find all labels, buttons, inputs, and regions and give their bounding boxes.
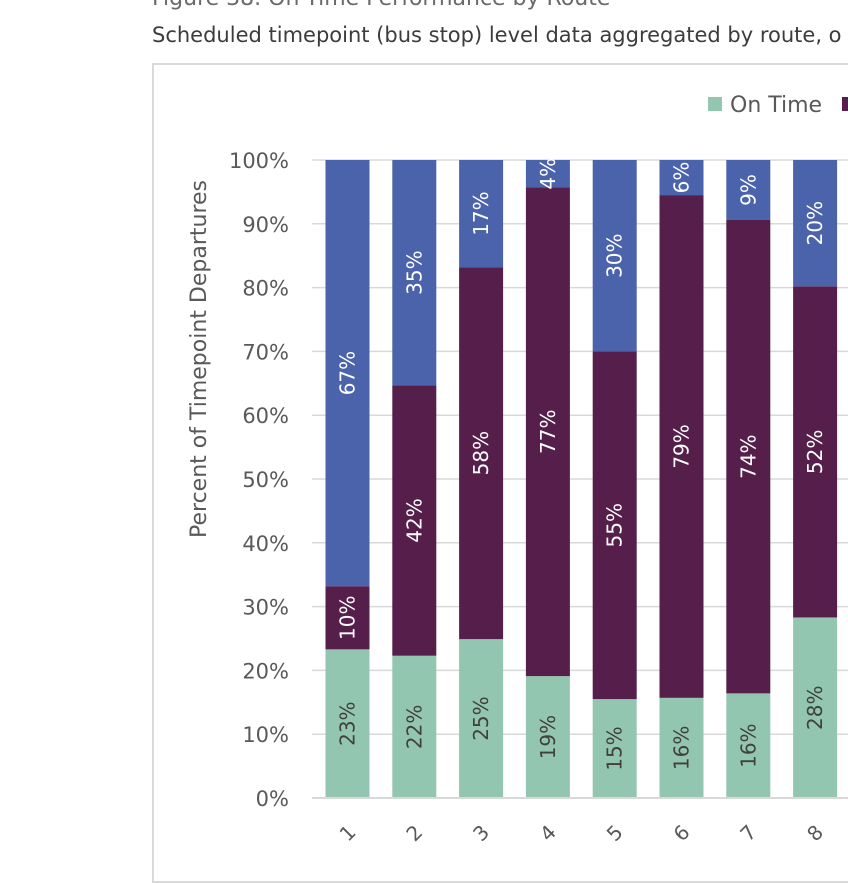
data-label: 4% [536, 158, 560, 190]
y-tick-label: 60% [242, 404, 289, 428]
x-tick-label: 7 [735, 820, 761, 846]
bar-segment-late [726, 219, 771, 694]
x-tick-label: 5 [602, 820, 628, 846]
bar-segment-early [793, 160, 838, 287]
bar-segment-late [325, 586, 370, 650]
bar-segment-early [459, 160, 504, 268]
bar-segment-on-time [459, 639, 504, 798]
legend-label: On Time [730, 93, 822, 118]
data-label: 30% [603, 233, 627, 277]
x-tick-label: 1 [335, 820, 361, 846]
data-label: 25% [469, 696, 493, 740]
y-tick-label: 0% [256, 787, 289, 811]
data-label: 67% [336, 351, 360, 395]
data-label: 22% [402, 705, 426, 749]
y-tick-label: 20% [242, 659, 289, 683]
bar-segment-late [793, 286, 838, 618]
bar-segment-late [525, 187, 570, 677]
data-label: 58% [469, 431, 493, 475]
stacked-bar-chart: 0% 10% 20% 30% 40% 50% 60% 70% 80% 90% 100% Percent… [187, 93, 848, 846]
y-axis-title: Percent of Timepoint Departures [187, 180, 212, 538]
legend-swatch-late [842, 97, 848, 111]
data-label: 19% [536, 715, 560, 759]
bar-segment-early [325, 160, 370, 587]
bar-segment-on-time [592, 699, 637, 798]
y-tick-label: 50% [242, 468, 289, 492]
x-tick-label: 3 [468, 820, 494, 846]
x-tick-label: 6 [669, 820, 695, 846]
data-label: 15% [603, 726, 627, 770]
bar-segment-on-time [793, 617, 838, 798]
y-tick-label: 10% [242, 723, 289, 747]
data-label: 28% [803, 685, 827, 729]
legend-swatch-on-time [708, 97, 722, 111]
bar-segment-on-time [659, 697, 704, 798]
data-label: 79% [670, 424, 694, 468]
data-label: 42% [402, 498, 426, 542]
x-tick-label: 2 [401, 820, 427, 846]
data-label: 10% [336, 596, 360, 640]
bar-segment-late [592, 351, 637, 700]
bar-segment-early [726, 160, 771, 220]
figure-title: Figure 38. On-Time Performance by Route [152, 0, 610, 11]
bar-segment-late [659, 195, 704, 698]
bar-segment-early [392, 160, 437, 386]
data-label: 6% [670, 162, 694, 194]
x-tick-label: 4 [535, 820, 561, 846]
bar-segment-on-time [325, 649, 370, 798]
data-label: 35% [402, 250, 426, 294]
bar-segment-on-time [392, 655, 437, 798]
bar-segment-early [659, 160, 704, 196]
y-tick-label: 100% [229, 149, 289, 173]
bar-segment-late [459, 267, 504, 640]
bar-segment-early [525, 160, 570, 188]
y-tick-label: 90% [242, 213, 289, 237]
bar-segment-on-time [525, 676, 570, 798]
data-label: 17% [469, 191, 493, 235]
y-tick-label: 70% [242, 340, 289, 364]
data-label: 55% [603, 503, 627, 547]
data-label: 16% [736, 723, 760, 767]
data-label: 23% [336, 701, 360, 745]
bar-segment-on-time [726, 693, 771, 798]
figure-subtitle: Scheduled timepoint (bus stop) level dat… [152, 23, 842, 47]
y-tick-label: 80% [242, 277, 289, 301]
data-label: 52% [803, 430, 827, 474]
bar-segment-early [592, 160, 637, 352]
data-label: 9% [736, 174, 760, 206]
y-tick-label: 30% [242, 596, 289, 620]
data-label: 77% [536, 410, 560, 454]
x-tick-label: 8 [802, 820, 828, 846]
data-label: 74% [736, 434, 760, 478]
data-label: 20% [803, 201, 827, 245]
data-label: 16% [670, 726, 694, 770]
bar-segment-late [392, 385, 437, 656]
y-tick-label: 40% [242, 532, 289, 556]
